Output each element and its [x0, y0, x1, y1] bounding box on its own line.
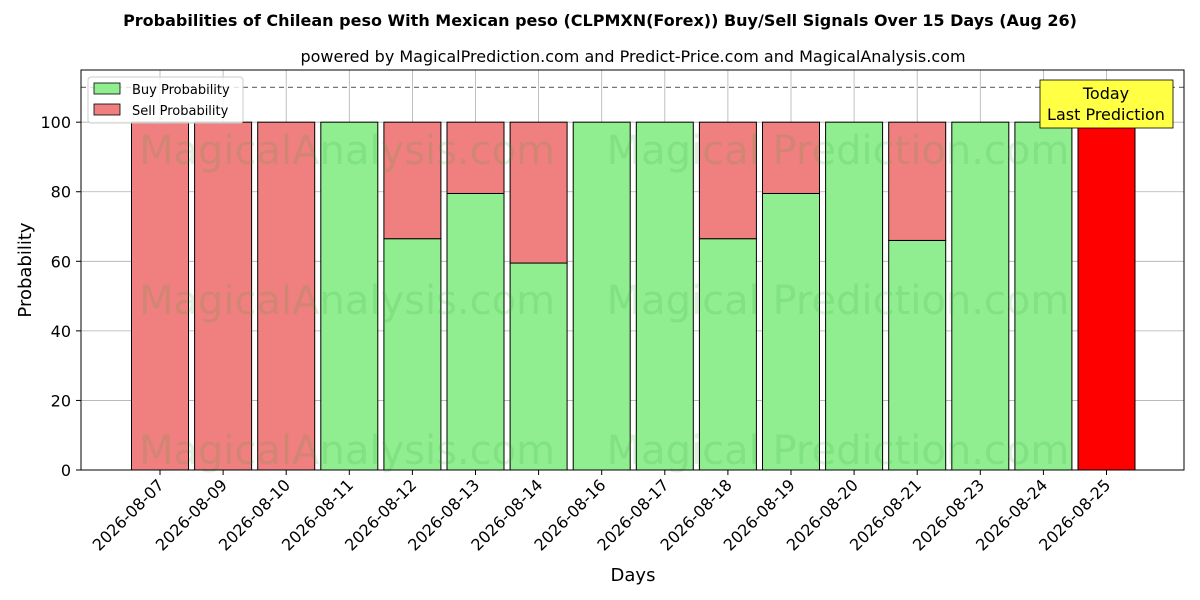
watermark-text: Magical Prediction.com — [607, 278, 1070, 324]
bar-buy — [572, 121, 631, 471]
legend-label-sell: Sell Probability — [132, 104, 229, 119]
bar-sell — [698, 121, 757, 240]
y-tick-label: 80 — [51, 183, 71, 202]
watermark-text: Magical Prediction.com — [607, 428, 1070, 474]
bar-sell — [257, 121, 316, 471]
legend-label-buy: Buy Probability — [132, 83, 230, 98]
today-annotation-line1: Today — [1082, 84, 1129, 103]
x-axis-label: Days — [611, 565, 656, 586]
bar-buy — [888, 239, 947, 471]
y-tick-label: 20 — [51, 391, 71, 410]
bar-buy — [762, 192, 820, 471]
y-tick-label: 100 — [40, 113, 71, 132]
today-annotation-box — [1039, 79, 1174, 129]
bar-sell — [888, 121, 947, 241]
bar-sell — [509, 121, 568, 264]
bar-sell — [1077, 121, 1136, 471]
bar-buy — [320, 121, 379, 471]
y-tick-label: 40 — [51, 322, 71, 341]
bar-buy — [825, 121, 884, 471]
chart-title: Probabilities of Chilean peso With Mexic… — [123, 11, 1077, 30]
bar-buy — [446, 192, 505, 471]
legend-box — [87, 76, 244, 124]
bar-buy — [698, 238, 757, 471]
legend: Buy Probability Sell Probability — [87, 76, 244, 124]
y-axis-label: Probability — [15, 222, 36, 317]
watermark-text: MagicalAnalysis.com — [139, 128, 555, 174]
y-axis: 0 20 40 60 80 100 — [40, 113, 81, 480]
plot-frame — [80, 69, 1185, 471]
y-tick-label: 0 — [61, 461, 71, 480]
bar-buy — [951, 121, 1010, 471]
bar-buy — [509, 262, 568, 471]
legend-swatch-sell — [93, 103, 121, 116]
bar-sell — [446, 121, 505, 194]
watermark-text: MagicalAnalysis.com — [139, 428, 555, 474]
today-annotation-line2: Last Prediction — [1047, 105, 1165, 124]
bars — [131, 121, 1136, 471]
bar-buy — [383, 238, 442, 471]
watermark-text: Magical Prediction.com — [607, 128, 1070, 174]
bar-sell — [383, 121, 442, 240]
y-tick-label: 60 — [51, 252, 71, 271]
chart-subtitle: powered by MagicalPrediction.com and Pre… — [300, 47, 965, 66]
bar-buy — [635, 121, 694, 471]
today-annotation: Today Last Prediction — [1039, 79, 1174, 129]
legend-swatch-buy — [93, 82, 121, 95]
bar-buy — [1014, 121, 1073, 471]
watermarks: MagicalAnalysis.com Magical Prediction.co… — [139, 128, 1069, 474]
x-axis: 2026-08-072026-08-092026-08-102026-08-11… — [89, 470, 1114, 555]
bar-sell — [762, 121, 820, 194]
watermark-text: MagicalAnalysis.com — [139, 278, 555, 324]
